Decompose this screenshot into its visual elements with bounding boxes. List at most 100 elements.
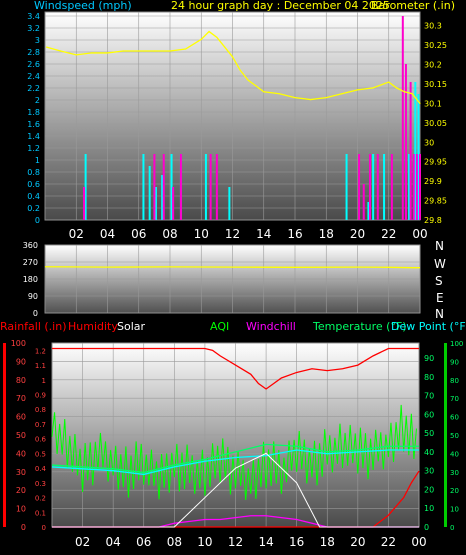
wind-bar [170,154,173,220]
barometer-point [91,52,93,54]
aqi-tick-label: 60 [450,414,459,422]
panel3-x-tick-label: 16 [289,535,304,549]
humidity-line [52,347,419,390]
panel3-plot [51,342,420,528]
gust-bar [362,184,365,220]
humidity-tick-label: 60 [16,413,26,422]
panel3-x-tick-label: 02 [75,535,90,549]
windchill-line [52,515,419,528]
temperature-tick-label: 20 [424,485,434,494]
wind-bar [408,154,411,220]
windspeed-tick-label: 0 [35,216,40,225]
gust-bar [412,154,415,220]
rainfall-tick-label: 0 [42,524,46,532]
barometer-tick-label: 29.8 [424,216,442,225]
humidity-tick-label: 100 [11,339,26,348]
barometer-point [403,91,405,93]
panel1-x-tick-label: 04 [100,227,115,241]
barometer-point [263,91,265,93]
barometer-tick-label: 30.3 [424,22,442,31]
windspeed-tick-label: 2.4 [27,72,40,81]
wind-direction-line [44,266,420,269]
panel2-grid [45,244,421,314]
barometer-tick-label: 29.85 [424,197,447,206]
barometer-point [278,93,280,95]
humidity-tick-label: 50 [16,431,26,440]
panel1-plot [44,11,421,221]
barometer-point [341,93,343,95]
windspeed-tick-label: 1 [35,156,40,165]
temperature-tick-label: 30 [424,467,434,476]
rainfall-tick-label: 0.6 [35,436,47,444]
rainfall-tick-label: 0.9 [35,392,46,400]
wind-bar [228,187,231,220]
barometer-point [325,97,327,99]
rainfall-tick-label: 1 [42,377,46,385]
barometer-point [372,87,374,89]
panel3-x-tick-label: 20 [350,535,365,549]
aqi-tick-label: 90 [450,358,459,366]
wind-bar [84,154,87,220]
wind-bar [204,154,207,220]
windspeed-tick-label: 3.2 [27,24,40,33]
aqi-tick-label: 30 [450,469,459,477]
graph-date-title: 24 hour graph day : December 04 2025 [171,0,390,12]
barometer-point [239,69,241,71]
panel3-x-tick-label: 18 [320,535,335,549]
legend-windchill: Windchill [246,320,296,333]
panel3-legend: Rainfall (.in) Humidity Solar AQI Windch… [0,320,466,333]
barometer-tick-label: 30.25 [424,41,447,50]
temperature-tick-label: 40 [424,448,434,457]
windspeed-axis: 0 0.2 0.4 0.6 0.8 1 1.2 1.4 1.6 1.8 2 2.2 2.4 2.6 2.8 3… [27,12,40,225]
rainfall-tick-label: 0.7 [35,421,46,429]
wind-bar [154,187,157,220]
rainfall-tick-label: 0.5 [35,450,46,458]
panel1-x-tick-label: 00 [412,227,427,241]
humidity-tick-label: 70 [16,394,26,403]
legend-aqi: AQI [210,320,229,333]
gust-bar [215,154,218,220]
panel3-axes: 010203040506070809010000.10.20.30.40.50.… [3,339,463,532]
direction-tick-label: 90 [28,292,38,301]
barometer-point [200,38,202,40]
barometer-point [208,30,210,33]
gust-bar [172,187,175,220]
panel3-x-tick-label: 08 [167,535,182,549]
solar-line [52,452,419,528]
windspeed-tick-label: 2.8 [27,48,40,57]
barometer-point [224,46,226,48]
barometer-point [356,89,359,91]
windspeed-tick-label: 0.6 [27,180,40,189]
gust-bar [415,154,418,220]
barometer-point [153,50,155,52]
barometer-title: Barometer (.in) [371,0,455,12]
aqi-tick-label: 70 [450,395,459,403]
temperature-tick-label: 90 [424,354,434,363]
gust-bar [179,154,182,220]
panel3-x-tick-label: 10 [197,535,212,549]
temperature-tick-label: 70 [424,392,434,401]
windspeed-tick-label: 3 [35,36,40,45]
aqi-tick-label: 0 [450,524,454,532]
gust-bar [162,154,165,220]
panel1-x-tick-label: 18 [319,227,334,241]
direction-tick-label: 180 [23,275,38,284]
compass-n-bottom: N [435,307,444,321]
barometer-axis: 29.8 29.85 29.9 29.95 30 30.05 30.1 30.15 30.2 30… [424,22,447,225]
direction-degree-axis: 0 90 180 270 360 [23,241,38,318]
direction-tick-label: 0 [33,309,38,318]
barometer-tick-label: 30 [424,138,434,147]
direction-tick-label: 270 [23,258,38,267]
legend-dewpoint: Dew Point (°F) [391,320,466,333]
compass-labels: N W S E N [434,239,446,321]
wind-direction-series [44,266,420,269]
barometer-point [60,50,62,52]
barometer-point [388,81,390,83]
aqi-tick-label: 80 [450,377,459,385]
panel3-x-tick-label: 00 [411,535,426,549]
barometer-point [106,52,109,54]
gust-bar [419,154,421,220]
panel3-series [51,347,420,528]
barometer-point [138,50,140,52]
humidity-tick-label: 0 [21,523,26,532]
